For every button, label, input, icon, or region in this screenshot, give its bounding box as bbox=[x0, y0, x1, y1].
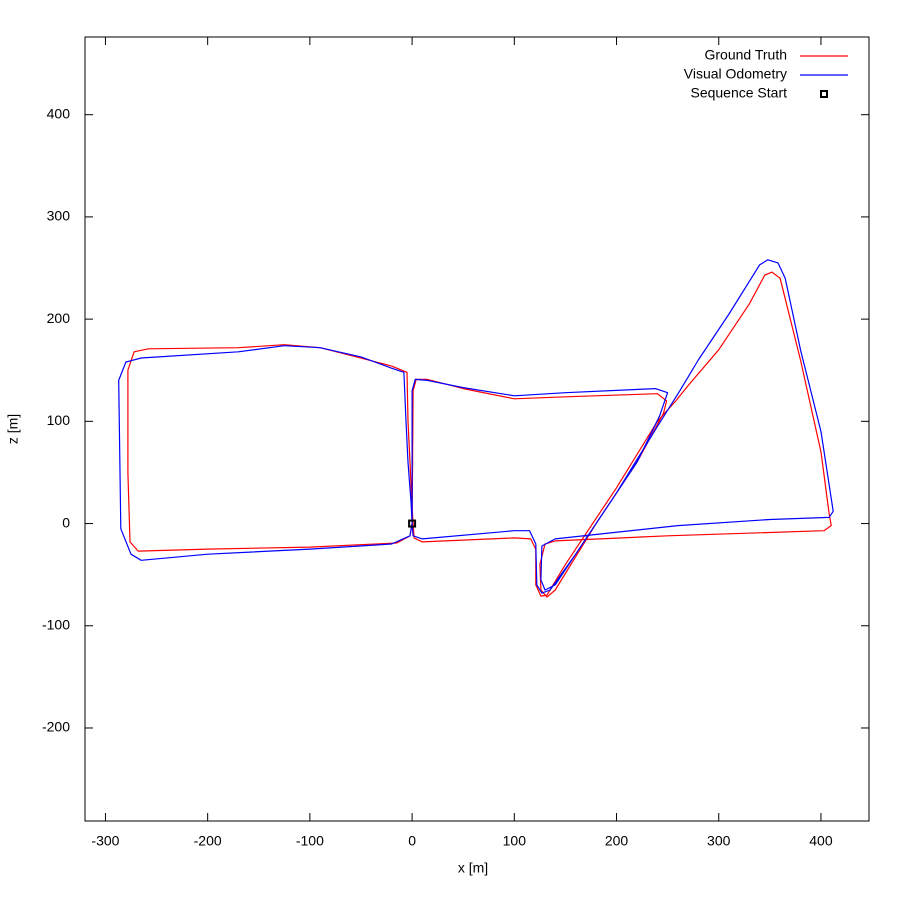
x-tick-label: 200 bbox=[605, 833, 629, 849]
y-axis-label: z [m] bbox=[5, 414, 21, 444]
x-tick-label: -200 bbox=[194, 833, 222, 849]
x-tick-label: 100 bbox=[503, 833, 527, 849]
x-tick-label: 0 bbox=[408, 833, 416, 849]
y-tick-label: 300 bbox=[47, 208, 71, 224]
x-tick-label: 400 bbox=[809, 833, 833, 849]
start-marker bbox=[408, 519, 417, 528]
legend-label: Ground Truth bbox=[705, 47, 788, 63]
y-tick-label: 100 bbox=[47, 412, 71, 428]
legend-label: Sequence Start bbox=[690, 85, 787, 101]
plot-frame bbox=[84, 36, 870, 822]
x-tick-label: 300 bbox=[707, 833, 731, 849]
y-tick-label: 200 bbox=[47, 310, 71, 326]
y-tick-label: -200 bbox=[42, 719, 70, 735]
x-tick-label: -300 bbox=[91, 833, 119, 849]
x-tick-label: -100 bbox=[296, 833, 324, 849]
trajectory-line bbox=[118, 259, 834, 594]
legend-marker bbox=[820, 90, 828, 98]
y-tick-label: -100 bbox=[42, 616, 70, 632]
y-tick-label: 400 bbox=[47, 105, 71, 121]
legend-label: Visual Odometry bbox=[684, 66, 787, 82]
x-axis-label: x [m] bbox=[458, 860, 488, 876]
y-tick-label: 0 bbox=[62, 514, 70, 530]
